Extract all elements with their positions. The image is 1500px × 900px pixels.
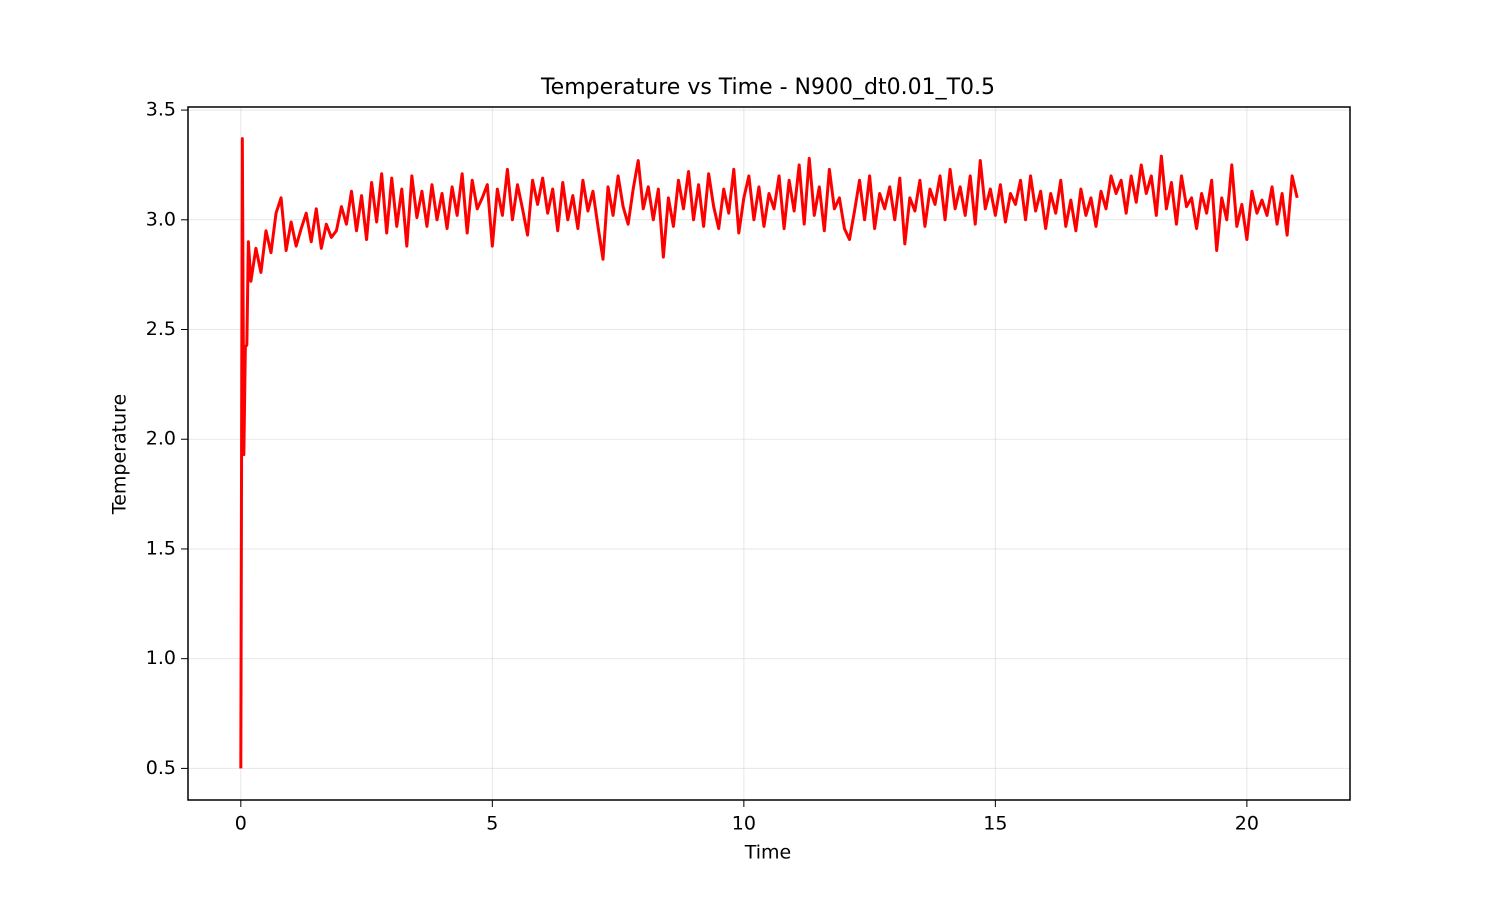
x-tick-label: 0 bbox=[235, 813, 247, 835]
y-axis-label: Temperature bbox=[109, 394, 131, 515]
chart-title: Temperature vs Time - N900_dt0.01_T0.5 bbox=[540, 75, 995, 100]
y-tick-label: 2.0 bbox=[146, 428, 176, 450]
x-tick-label: 15 bbox=[983, 813, 1007, 835]
y-tick-label: 3.0 bbox=[146, 208, 176, 230]
y-tick-label: 1.5 bbox=[146, 537, 176, 559]
data-line bbox=[239, 137, 1299, 769]
x-tick-label: 5 bbox=[486, 813, 498, 835]
x-tick-label: 10 bbox=[732, 813, 756, 835]
y-tick-label: 1.0 bbox=[146, 647, 176, 669]
y-tick-label: 2.5 bbox=[146, 318, 176, 340]
x-axis-label: Time bbox=[744, 842, 792, 864]
y-tick-label: 3.5 bbox=[146, 99, 176, 121]
x-tick-label: 20 bbox=[1235, 813, 1259, 835]
plot-frame bbox=[187, 106, 1351, 801]
y-tick-label: 0.5 bbox=[146, 757, 176, 779]
